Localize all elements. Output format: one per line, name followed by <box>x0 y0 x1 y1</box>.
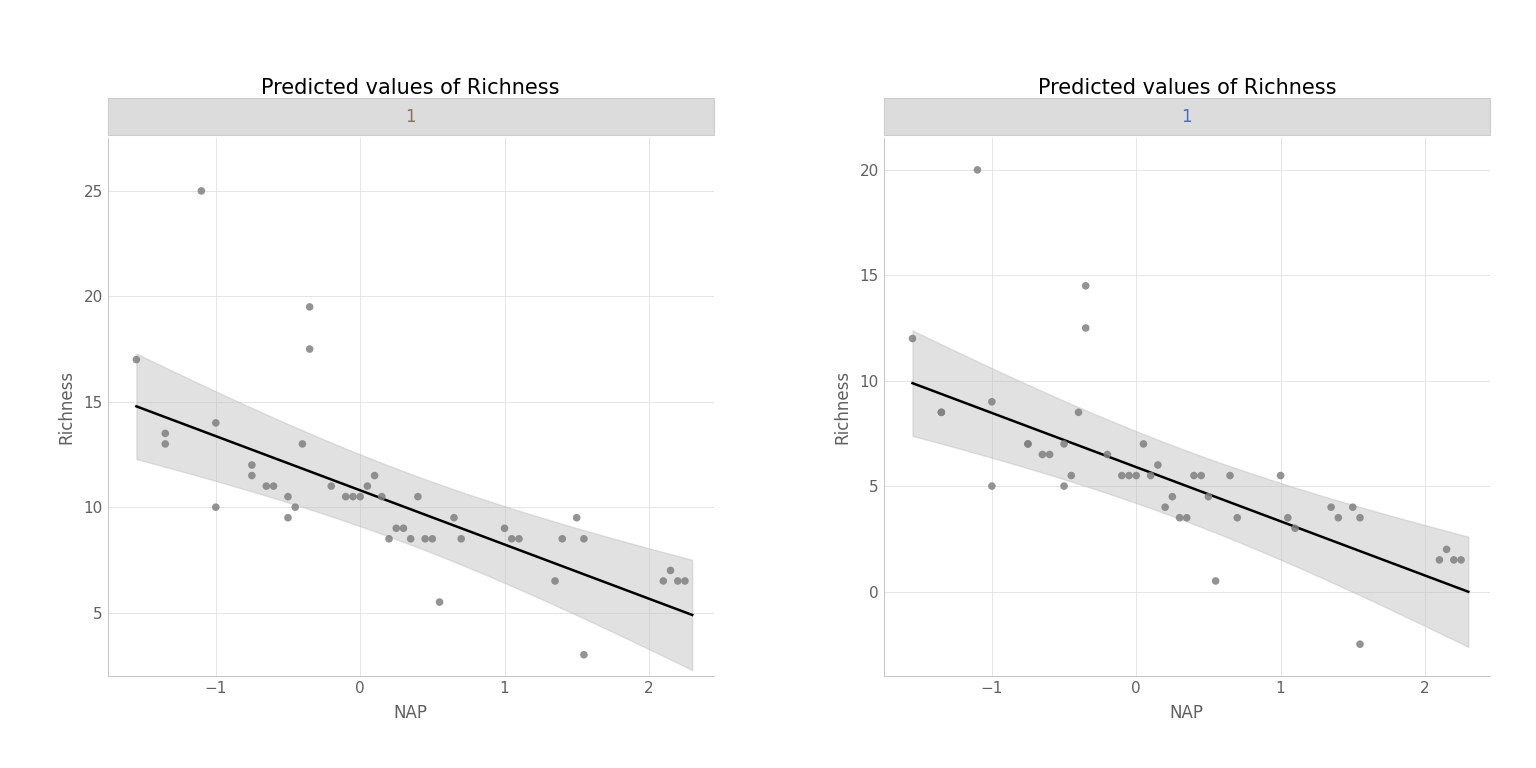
Point <box>283 501 307 513</box>
Point <box>929 406 954 419</box>
Y-axis label: Richness: Richness <box>57 370 75 444</box>
Point <box>900 333 925 345</box>
Point <box>1109 469 1134 482</box>
Point <box>1146 458 1170 471</box>
Point <box>571 533 596 545</box>
Point <box>1031 449 1055 461</box>
Point <box>1015 438 1040 450</box>
Point <box>1435 543 1459 555</box>
Point <box>1269 469 1293 482</box>
Point <box>1326 511 1350 524</box>
Point <box>275 511 300 524</box>
Point <box>427 596 452 608</box>
Point <box>298 301 323 313</box>
Point <box>1442 554 1467 566</box>
Point <box>1074 322 1098 334</box>
Point <box>392 522 416 535</box>
Point <box>507 533 531 545</box>
Title: Predicted values of Richness: Predicted values of Richness <box>261 78 561 98</box>
Point <box>290 438 315 450</box>
Point <box>370 491 395 503</box>
Point <box>564 511 588 524</box>
Point <box>1275 511 1299 524</box>
Point <box>124 353 149 366</box>
Point <box>665 574 690 587</box>
Point <box>1138 469 1163 482</box>
Point <box>442 511 467 524</box>
Point <box>203 501 227 513</box>
Point <box>542 574 567 587</box>
Point <box>1154 501 1178 513</box>
Point <box>406 491 430 503</box>
Point <box>240 469 264 482</box>
Point <box>275 491 300 503</box>
Point <box>384 522 409 535</box>
Point <box>449 533 473 545</box>
Point <box>1095 449 1120 461</box>
Point <box>253 480 278 492</box>
Point <box>499 533 524 545</box>
Point <box>240 458 264 471</box>
Point <box>1197 491 1221 503</box>
Point <box>203 417 227 429</box>
Point <box>261 480 286 492</box>
Point <box>1203 574 1227 587</box>
Point <box>1283 522 1307 535</box>
Text: 1: 1 <box>406 108 416 126</box>
Point <box>1130 438 1155 450</box>
Point <box>1037 449 1061 461</box>
Point <box>1160 491 1184 503</box>
Point <box>1167 511 1192 524</box>
Point <box>376 533 401 545</box>
Point <box>1189 469 1213 482</box>
Point <box>298 343 323 356</box>
X-axis label: NAP: NAP <box>393 704 427 722</box>
Point <box>1181 469 1206 482</box>
Point <box>398 533 422 545</box>
Point <box>1427 554 1452 566</box>
Point <box>189 185 214 197</box>
Point <box>154 438 178 450</box>
Point <box>362 469 387 482</box>
Point <box>1347 511 1372 524</box>
Point <box>1074 280 1098 292</box>
Point <box>347 491 372 503</box>
Point <box>659 564 684 577</box>
Point <box>1341 501 1366 513</box>
Point <box>1226 511 1250 524</box>
Point <box>1052 438 1077 450</box>
Point <box>651 574 676 587</box>
Y-axis label: Richness: Richness <box>833 370 851 444</box>
Point <box>1347 638 1372 650</box>
Point <box>1066 406 1091 419</box>
Point <box>319 480 344 492</box>
Point <box>333 491 358 503</box>
Point <box>571 649 596 661</box>
Point <box>1052 480 1077 492</box>
X-axis label: NAP: NAP <box>1170 704 1204 722</box>
Point <box>1448 554 1473 566</box>
Point <box>1319 501 1344 513</box>
Point <box>550 533 574 545</box>
Point <box>154 427 178 439</box>
Point <box>673 574 697 587</box>
Point <box>1117 469 1141 482</box>
Point <box>980 396 1005 408</box>
Point <box>492 522 516 535</box>
Point <box>1058 469 1083 482</box>
Point <box>419 533 444 545</box>
Point <box>929 406 954 419</box>
Point <box>1175 511 1200 524</box>
Point <box>1015 438 1040 450</box>
Title: Predicted values of Richness: Predicted values of Richness <box>1037 78 1336 98</box>
Point <box>965 164 989 176</box>
Point <box>1218 469 1243 482</box>
Point <box>1124 469 1149 482</box>
Point <box>980 480 1005 492</box>
Point <box>341 491 366 503</box>
Point <box>355 480 379 492</box>
Text: 1: 1 <box>1181 108 1192 126</box>
Point <box>413 533 438 545</box>
